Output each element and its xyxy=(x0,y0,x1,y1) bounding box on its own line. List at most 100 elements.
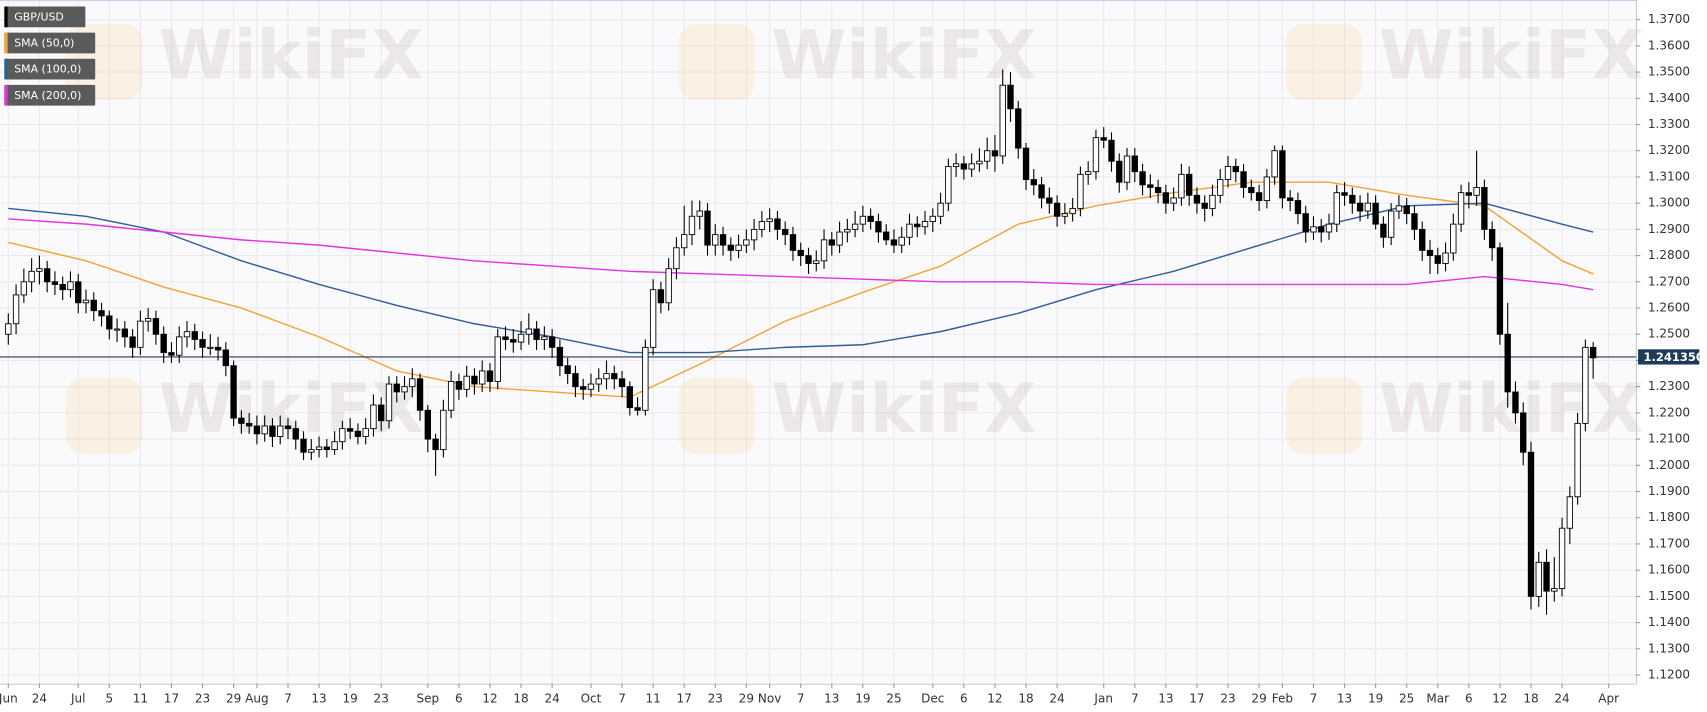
x-tick-label: 11 xyxy=(645,691,660,705)
legend-swatch xyxy=(4,58,8,80)
candle-body xyxy=(898,236,905,246)
legend-label: SMA (50,0) xyxy=(14,37,74,50)
candle-body xyxy=(1349,194,1356,204)
legend-label: SMA (200,0) xyxy=(14,89,81,102)
x-tick-label: 24 xyxy=(544,691,559,705)
candle-body xyxy=(1077,173,1084,209)
candle-body xyxy=(1356,202,1364,212)
candle-body xyxy=(937,202,944,217)
candle-body xyxy=(1535,561,1542,597)
candle-body xyxy=(1217,179,1224,196)
candle-body xyxy=(479,370,486,385)
watermark-logo xyxy=(678,23,756,101)
candle-body xyxy=(51,281,59,285)
candle-body xyxy=(1411,213,1418,230)
candle-body xyxy=(1512,391,1519,414)
y-tick-label: 1.3700 xyxy=(1648,12,1690,26)
candle-body xyxy=(1271,150,1278,178)
candle-body xyxy=(269,425,276,437)
candle-body xyxy=(183,331,191,338)
legend-swatch xyxy=(4,32,8,54)
candle-body xyxy=(952,163,960,167)
candle-body xyxy=(1170,197,1177,204)
candle-body xyxy=(533,328,540,340)
candle-body xyxy=(1069,207,1076,215)
candle-body xyxy=(354,430,362,437)
candle-body xyxy=(1240,171,1247,188)
legend-box xyxy=(4,6,86,28)
candle-body xyxy=(595,378,602,385)
candle-body xyxy=(1123,155,1131,183)
candle-body xyxy=(1496,247,1504,335)
y-tick-label: 1.1400 xyxy=(1648,615,1690,629)
candle-body xyxy=(160,333,167,354)
x-tick-label: 19 xyxy=(855,691,870,705)
candle-body xyxy=(129,336,136,348)
candle-body xyxy=(1030,179,1037,186)
candle-body xyxy=(1434,255,1441,264)
candle-body xyxy=(1224,166,1232,181)
candle-body xyxy=(502,336,509,340)
candle-body xyxy=(1154,187,1162,194)
candle-body xyxy=(1294,200,1302,215)
x-tick-label: 5 xyxy=(105,691,113,705)
y-tick-label: 1.3600 xyxy=(1648,38,1690,52)
candle-body xyxy=(238,417,245,424)
candle-body xyxy=(1481,187,1488,230)
candle-body xyxy=(5,323,12,335)
candle-body xyxy=(1061,213,1069,217)
watermark: WikiFX xyxy=(771,369,1036,448)
candle-body xyxy=(564,365,571,375)
candle-body xyxy=(1488,228,1496,249)
candle-body xyxy=(766,218,773,222)
candle-body xyxy=(1364,202,1372,212)
x-tick-label: 7 xyxy=(284,691,292,705)
candle-body xyxy=(1380,223,1387,238)
candle-body xyxy=(548,336,556,348)
candle-body xyxy=(82,299,90,304)
candle-body xyxy=(914,223,921,228)
candle-body xyxy=(191,331,198,340)
candle-body xyxy=(634,407,641,411)
candle-body xyxy=(12,294,20,325)
candle-body xyxy=(735,244,742,251)
candle-body xyxy=(245,422,253,427)
x-tick-label: 23 xyxy=(374,691,389,705)
candle-body xyxy=(517,333,525,343)
candle-body xyxy=(797,249,804,257)
watermark-logo xyxy=(678,377,756,454)
candle-body xyxy=(284,425,292,430)
y-tick-label: 1.1700 xyxy=(1648,536,1690,550)
candle-body xyxy=(968,163,975,170)
y-tick-label: 1.3500 xyxy=(1648,65,1690,79)
candle-body xyxy=(991,150,999,157)
x-tick-label: 25 xyxy=(1399,691,1414,705)
x-tick-label: 17 xyxy=(164,691,179,705)
watermark-logo xyxy=(1285,377,1363,454)
candle-body xyxy=(572,373,579,388)
y-tick-label: 1.1900 xyxy=(1648,484,1690,498)
sma-line xyxy=(8,218,1594,291)
candle-body xyxy=(611,373,618,380)
candle-body xyxy=(525,328,532,335)
candle-body xyxy=(1574,422,1581,498)
candle-body xyxy=(1582,346,1589,424)
sma-line xyxy=(8,181,1594,398)
candle-body xyxy=(339,428,346,443)
candle-body xyxy=(1131,155,1138,173)
x-tick-label: 23 xyxy=(195,691,210,705)
x-tick-label: Jan xyxy=(1093,691,1113,705)
candle-body xyxy=(222,349,230,367)
candle-body xyxy=(113,328,121,331)
y-tick-label: 1.3200 xyxy=(1648,143,1690,157)
x-tick-label: Apr xyxy=(1598,691,1619,705)
candle-body xyxy=(261,425,268,435)
candle-body xyxy=(1465,192,1473,196)
watermark-logo xyxy=(65,377,143,454)
y-tick-label: 1.2300 xyxy=(1648,379,1690,393)
axes: 1.1200 1.1300 1.1400 1.1500 1.1600 1.1700 1.18… xyxy=(0,12,1704,705)
candle-body xyxy=(587,383,595,390)
x-tick-label: 13 xyxy=(824,691,839,705)
candle-body xyxy=(673,247,680,270)
x-tick-label: 12 xyxy=(482,691,497,705)
